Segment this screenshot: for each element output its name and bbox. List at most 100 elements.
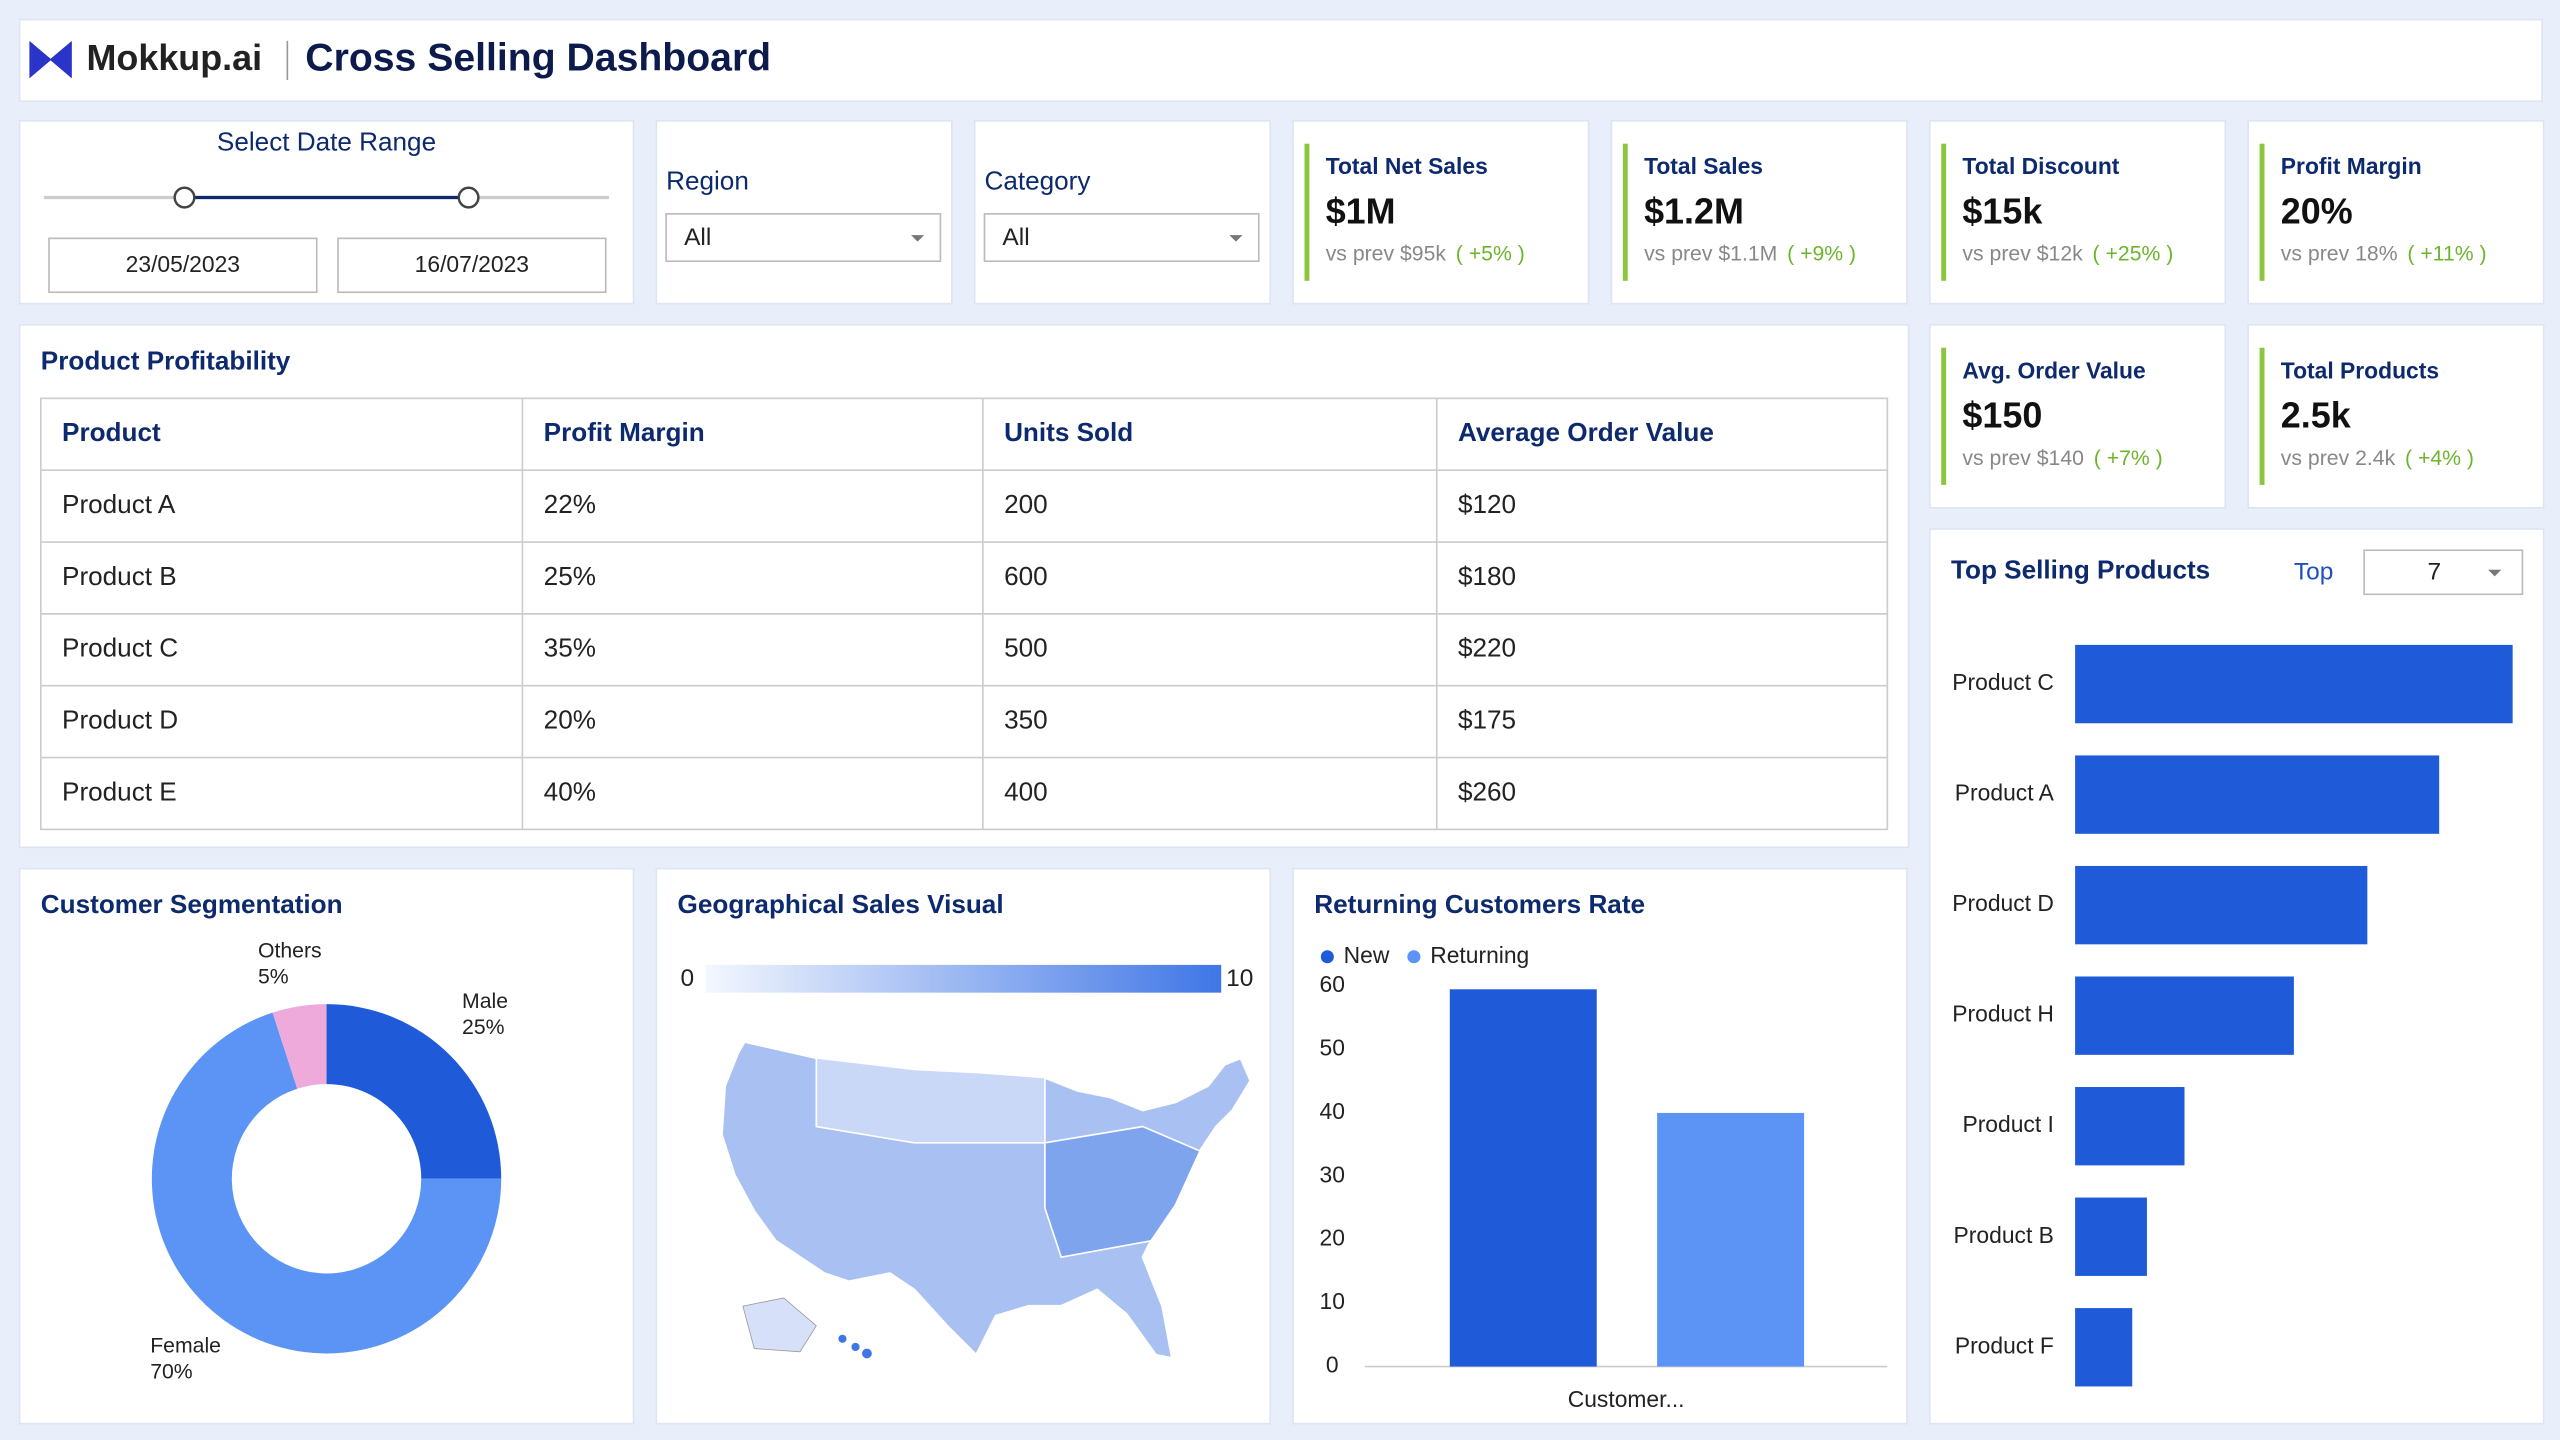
table-cell: 200 (1004, 489, 1048, 519)
region-dropdown[interactable] (665, 213, 942, 263)
slice-label: Others (258, 939, 322, 962)
category-value: All (1002, 224, 1029, 251)
kpi-card (2247, 324, 2545, 509)
kpi-compare: vs prev $140 ( +7% ) (1962, 446, 2162, 469)
y-tick-label: 10 (1320, 1288, 1345, 1314)
y-tick-label: 60 (1320, 971, 1345, 997)
slider-handle[interactable] (457, 186, 480, 209)
category-label: Category (984, 166, 1090, 196)
column-header: Units Sold (1004, 417, 1133, 447)
map-region (815, 1057, 1046, 1144)
y-tick-label: 30 (1320, 1161, 1345, 1187)
table-cell: $220 (1458, 633, 1516, 663)
color-scale: 0 10 (681, 964, 1253, 993)
header-panel (18, 18, 2543, 103)
caret (911, 235, 925, 242)
chart-title: Geographical Sales Visual (678, 889, 1004, 919)
region-value: All (684, 224, 711, 251)
table-cell: 20% (544, 705, 596, 735)
map-region (1044, 1125, 1202, 1259)
kpi-prev: vs prev $95k (1326, 242, 1447, 265)
returning-panel (1292, 867, 1908, 1425)
map-hawaii (851, 1342, 860, 1352)
kpi-accent (1622, 143, 1628, 281)
end-date: 16/07/2023 (415, 251, 529, 277)
slice-value: 70% (150, 1361, 193, 1384)
y-tick-label: Product C (1952, 669, 2054, 695)
table-cell: $120 (1458, 489, 1516, 519)
kpi-value: $15k (1962, 190, 2042, 231)
map-hawaii (838, 1334, 847, 1343)
kpi-value: $150 (1962, 394, 2042, 435)
y-tick-label: Product A (1955, 780, 2055, 806)
column-header: Product (62, 417, 161, 447)
kpi-card (2247, 120, 2545, 305)
kpi-card (1292, 120, 1590, 305)
region-label: Region (666, 166, 749, 196)
column-header: Profit Margin (544, 417, 705, 447)
category-dropdown[interactable] (983, 213, 1260, 263)
table-cell: 22% (544, 489, 596, 519)
kpi-card (1928, 324, 2227, 509)
y-tick-label: Product D (1952, 890, 2054, 916)
kpi-value: $1.2M (1644, 190, 1744, 231)
kpi-accent (1941, 347, 1947, 485)
start-date: 23/05/2023 (126, 251, 240, 277)
table-cell: Product C (62, 633, 178, 663)
kpi-change: ( +25% ) (2093, 242, 2174, 265)
table-cell: Product D (62, 705, 178, 735)
kpi-change: ( +11% ) (2407, 242, 2486, 265)
table-cell: 500 (1004, 633, 1048, 663)
kpi-change: ( +9% ) (1787, 242, 1856, 265)
slice-value: 25% (462, 1016, 505, 1039)
logo-text: Mokkup.ai (87, 37, 263, 78)
kpi-accent (2259, 143, 2265, 281)
date-label: Select Date Range (217, 127, 436, 157)
table-cell: 35% (544, 633, 596, 663)
bar (2075, 976, 2294, 1055)
table-cell: $260 (1458, 776, 1516, 806)
slice-label: Male (462, 990, 508, 1013)
donut-chart: Male 25% Female 70% Others 5% (150, 939, 508, 1383)
bar (2075, 755, 2440, 834)
top-label: Top (2294, 559, 2333, 586)
kpi-cards: Total Net Sales $1M vs prev $95k ( +5% ) Tot… (1292, 120, 2545, 509)
hbar-chart: Product C Product A Product D Product H Prod… (1952, 644, 2513, 1387)
date-input[interactable] (337, 237, 607, 294)
bar (2075, 865, 2368, 945)
pie-slice (151, 1012, 502, 1354)
kpi-title: Total Products (2281, 357, 2439, 383)
chart-title: Returning Customers Rate (1314, 889, 1645, 919)
x-tick-label: Customer... (1568, 1386, 1685, 1412)
table-cell: 600 (1004, 561, 1048, 591)
table-cell: Product E (62, 776, 177, 806)
legend-marker (1320, 950, 1334, 964)
slider-handle[interactable] (173, 186, 196, 209)
date-input[interactable] (48, 237, 318, 294)
slice-label: Female (150, 1335, 221, 1358)
chart-title: Customer Segmentation (41, 889, 343, 919)
kpi-compare: vs prev $12k ( +25% ) (1962, 242, 2173, 265)
y-tick-label: 0 (1326, 1352, 1339, 1378)
kpi-value: 20% (2281, 190, 2353, 231)
pie-slice (272, 1004, 327, 1089)
kpi-prev: vs prev $1.1M (1644, 242, 1777, 265)
table-cell: 25% (544, 561, 596, 591)
region-panel (655, 120, 953, 305)
logo-icon (29, 40, 72, 79)
caret (1229, 235, 1243, 242)
slice-value: 5% (258, 966, 289, 989)
kpi-accent (1941, 143, 1947, 281)
category-panel (973, 120, 1272, 305)
kpi-accent (2259, 347, 2265, 485)
map-alaska (742, 1297, 817, 1353)
kpi-title: Avg. Order Value (1962, 357, 2145, 383)
y-tick-label: 50 (1320, 1035, 1345, 1061)
kpi-prev: vs prev 18% (2281, 242, 2398, 265)
chart-title: Top Selling Products (1951, 554, 2210, 584)
kpi-change: ( +5% ) (1456, 242, 1525, 265)
table-cell: $180 (1458, 561, 1516, 591)
table-panel (18, 324, 1910, 849)
